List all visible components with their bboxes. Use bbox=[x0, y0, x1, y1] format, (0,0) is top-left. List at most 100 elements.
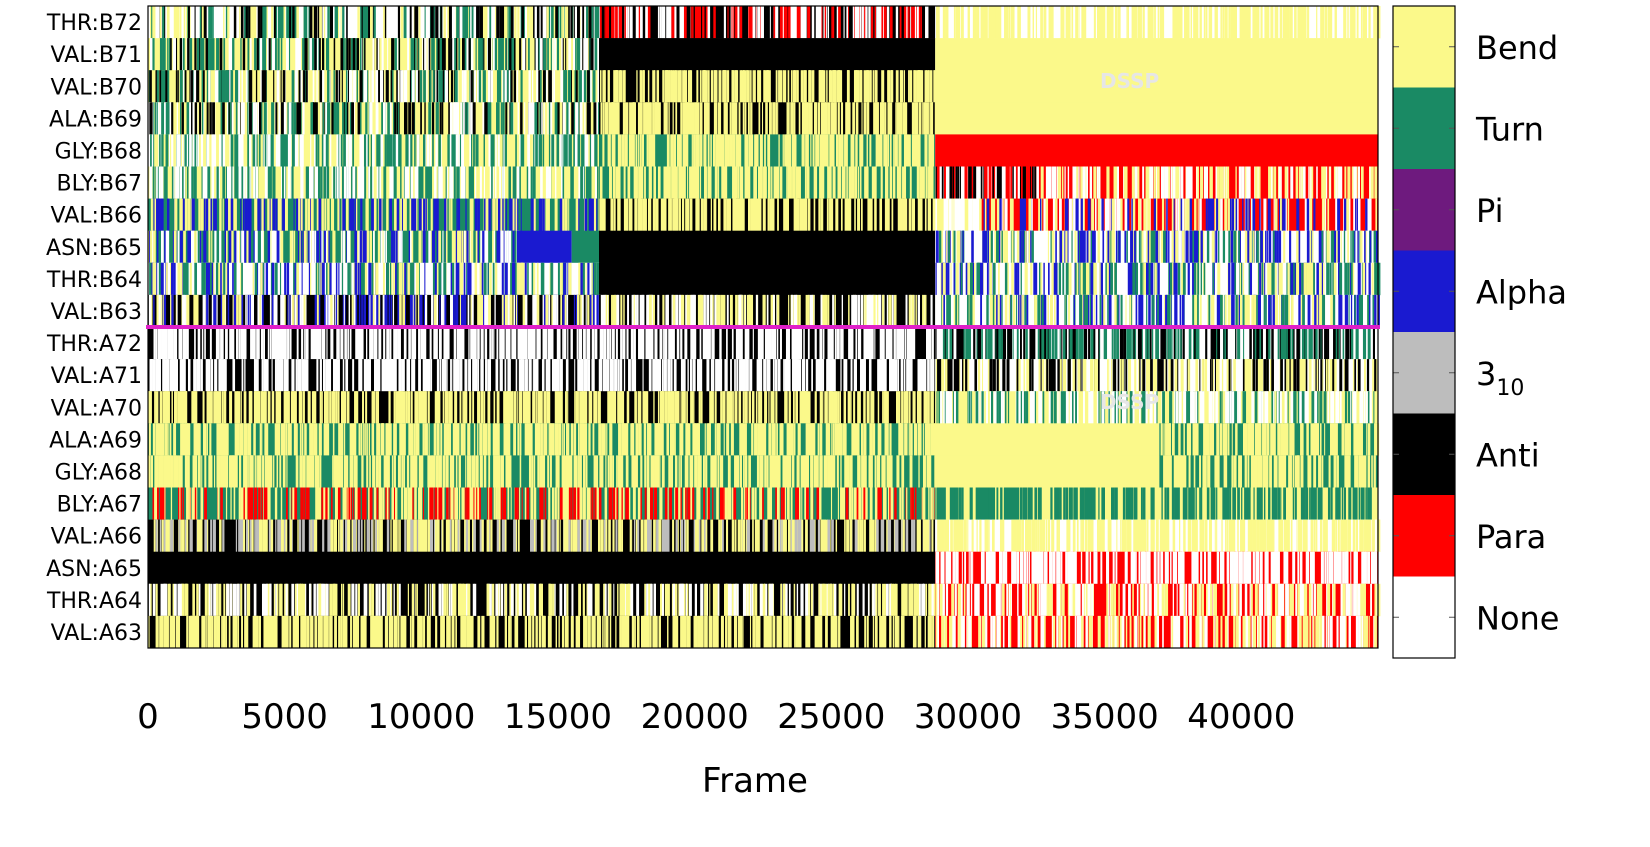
heat-stripe bbox=[677, 70, 680, 103]
heat-stripe bbox=[772, 198, 775, 231]
heat-stripe bbox=[552, 38, 554, 71]
heat-stripe bbox=[546, 70, 548, 103]
heat-stripe bbox=[225, 70, 229, 103]
heat-stripe bbox=[947, 262, 950, 296]
heat-stripe bbox=[853, 70, 857, 103]
heat-stripe bbox=[912, 198, 914, 231]
heat-stripe bbox=[567, 262, 569, 296]
heat-stripe bbox=[228, 102, 231, 135]
heat-stripe bbox=[220, 262, 222, 296]
heat-stripe bbox=[273, 294, 276, 328]
heat-stripe bbox=[1171, 198, 1175, 231]
heat-stripe bbox=[714, 70, 718, 103]
heat-stripe bbox=[591, 134, 595, 167]
heat-stripe bbox=[1090, 262, 1094, 296]
heat-stripe bbox=[504, 134, 507, 167]
heat-stripe bbox=[563, 262, 567, 296]
heat-stripe bbox=[296, 294, 298, 328]
heat-stripe bbox=[1044, 198, 1049, 231]
heat-stripe bbox=[463, 6, 466, 39]
heat-stripe bbox=[924, 134, 927, 167]
heat-stripe bbox=[316, 262, 319, 296]
heat-stripe bbox=[708, 166, 712, 199]
heat-stripe bbox=[373, 198, 377, 231]
heat-stripe bbox=[463, 294, 466, 328]
heat-stripe bbox=[689, 198, 693, 231]
heat-stripe bbox=[266, 6, 268, 39]
heat-stripe bbox=[607, 294, 609, 328]
heat-stripe bbox=[866, 294, 870, 328]
heat-stripe bbox=[702, 6, 705, 39]
heat-block bbox=[571, 230, 599, 264]
heat-stripe bbox=[1197, 262, 1200, 296]
heat-stripe bbox=[800, 6, 804, 39]
heat-stripe bbox=[487, 38, 490, 71]
heat-stripe bbox=[364, 6, 369, 39]
heat-stripe bbox=[924, 102, 926, 135]
heat-stripe bbox=[1171, 230, 1174, 264]
heat-stripe bbox=[354, 230, 358, 264]
heat-stripe bbox=[488, 294, 491, 328]
heat-stripe bbox=[1127, 6, 1129, 39]
heat-stripe bbox=[720, 294, 724, 328]
heat-stripe bbox=[171, 294, 174, 328]
heat-stripe bbox=[767, 166, 771, 199]
heat-stripe bbox=[337, 166, 340, 199]
heat-stripe bbox=[1089, 166, 1093, 199]
heat-stripe bbox=[749, 198, 751, 231]
heat-stripe bbox=[631, 134, 634, 167]
heat-stripe bbox=[885, 198, 887, 231]
heat-stripe bbox=[194, 102, 196, 135]
heat-stripe bbox=[548, 134, 551, 167]
heat-stripe bbox=[1083, 230, 1086, 264]
heat-stripe bbox=[226, 102, 229, 135]
heat-stripe bbox=[277, 198, 281, 231]
heat-block bbox=[599, 38, 936, 71]
heat-stripe bbox=[162, 6, 165, 39]
heat-stripe bbox=[917, 70, 921, 103]
heat-stripe bbox=[1238, 230, 1240, 264]
heat-stripe bbox=[317, 166, 321, 199]
heat-stripe bbox=[1076, 262, 1079, 296]
heat-stripe bbox=[158, 102, 160, 135]
heat-stripe bbox=[1249, 230, 1252, 264]
heat-stripe bbox=[327, 6, 329, 39]
heat-stripe bbox=[695, 166, 700, 199]
heat-stripe bbox=[385, 230, 387, 264]
heat-stripe bbox=[947, 198, 949, 231]
heat-stripe bbox=[499, 70, 502, 103]
heat-stripe bbox=[1233, 198, 1236, 231]
heat-stripe bbox=[1042, 166, 1044, 199]
heat-stripe bbox=[1172, 6, 1175, 39]
heat-stripe bbox=[448, 102, 451, 135]
heat-stripe bbox=[885, 166, 889, 199]
heat-stripe bbox=[449, 134, 452, 167]
heat-stripe bbox=[221, 70, 223, 103]
heat-stripe bbox=[686, 198, 690, 231]
heat-stripe bbox=[741, 70, 744, 103]
heat-stripe bbox=[608, 102, 611, 135]
heat-stripe bbox=[318, 262, 320, 296]
heat-stripe bbox=[435, 70, 437, 103]
heat-stripe bbox=[1352, 262, 1355, 296]
heat-stripe bbox=[898, 198, 901, 231]
heat-stripe bbox=[758, 198, 762, 231]
heat-stripe bbox=[895, 6, 899, 39]
heat-stripe bbox=[420, 102, 422, 135]
heat-stripe bbox=[300, 230, 302, 264]
heat-stripe bbox=[281, 294, 283, 328]
heat-stripe bbox=[615, 6, 618, 39]
heat-stripe bbox=[319, 70, 323, 103]
heat-stripe bbox=[1203, 6, 1206, 39]
heat-stripe bbox=[648, 294, 652, 328]
heat-stripe bbox=[151, 294, 153, 328]
heat-stripe bbox=[812, 70, 815, 103]
heat-stripe bbox=[190, 166, 194, 199]
heat-stripe bbox=[921, 166, 925, 199]
heat-stripe bbox=[263, 6, 267, 39]
heat-stripe bbox=[821, 134, 824, 167]
heat-stripe bbox=[948, 198, 952, 231]
heat-stripe bbox=[471, 134, 473, 167]
heat-stripe bbox=[328, 6, 330, 39]
heat-stripe bbox=[1028, 198, 1031, 231]
